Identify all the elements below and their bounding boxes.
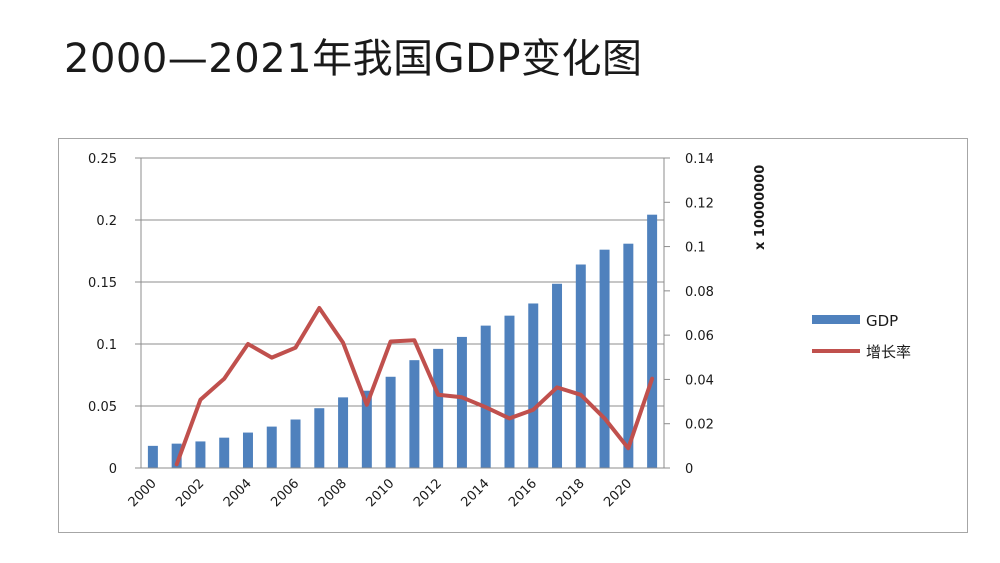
gdp-bar (433, 348, 444, 468)
gdp-bar (504, 315, 515, 468)
x-tick-label: 2000 (126, 476, 160, 510)
gdp-bar (575, 264, 586, 468)
left-tick-label: 0.2 (96, 214, 117, 229)
gdp-bar (195, 441, 206, 468)
gdp-bar (266, 426, 277, 468)
left-tick-label: 0.15 (88, 276, 117, 291)
gdp-bars (147, 214, 658, 468)
right-tick-label: 0 (685, 462, 693, 477)
legend-gdp-swatch (812, 315, 860, 324)
gdp-bar (385, 376, 396, 468)
gdp-bar (147, 445, 158, 468)
gdp-bar (456, 336, 467, 468)
x-tick-label: 2020 (601, 476, 635, 510)
growth-line (174, 306, 655, 467)
gdp-bar (361, 390, 372, 468)
legend-growth-label: 增长率 (866, 343, 911, 361)
growth-rate-line (174, 306, 655, 467)
x-tick-label: 2016 (506, 476, 540, 510)
right-tick-label: 0.06 (685, 329, 714, 344)
gdp-bar (171, 443, 182, 468)
slide-title: 2000—2021年我国GDP变化图 (64, 36, 643, 82)
left-tick-label: 0.1 (96, 338, 117, 353)
gdp-bar (338, 397, 349, 468)
right-tick-label: 0.14 (685, 152, 714, 167)
gdp-bar (552, 283, 563, 468)
gdp-bar (599, 249, 610, 468)
x-tick-label: 2012 (411, 476, 445, 510)
tick-labels: 0 0.05 0.1 0.15 0.2 0.25 0 0.02 0.04 0.06 0.08 0.1 0… (88, 152, 768, 510)
x-tick-label: 2006 (268, 476, 302, 510)
axes (135, 157, 670, 469)
right-tick-label: 0.02 (685, 418, 714, 433)
right-axis-label: x 10000000 (753, 165, 768, 250)
left-tick-label: 0.25 (88, 152, 117, 167)
gdp-bar (409, 360, 420, 468)
left-tick-label: 0 (109, 462, 117, 477)
x-tick-label: 2002 (173, 476, 207, 510)
gdp-bar (290, 419, 301, 468)
left-tick-label: 0.05 (88, 400, 117, 415)
gdp-bar (219, 437, 230, 468)
x-tick-label: 2008 (316, 476, 350, 510)
right-tick-label: 0.08 (685, 285, 714, 300)
x-tick-label: 2018 (554, 476, 588, 510)
right-tick-label: 0.1 (685, 241, 706, 256)
gdp-bar (647, 214, 658, 468)
gdp-bar (242, 432, 253, 468)
x-tick-label: 2004 (221, 476, 255, 510)
x-tick-label: 2010 (363, 476, 397, 510)
right-tick-label: 0.12 (685, 196, 714, 211)
gdp-bar (314, 408, 325, 468)
right-tick-label: 0.04 (685, 373, 714, 388)
legend-gdp-label: GDP (866, 312, 898, 330)
legend: GDP 增长率 (812, 312, 911, 361)
gdp-bar (623, 243, 634, 468)
x-tick-label: 2014 (459, 476, 493, 510)
gdp-bar (480, 325, 491, 468)
gdp-bar (528, 303, 539, 468)
